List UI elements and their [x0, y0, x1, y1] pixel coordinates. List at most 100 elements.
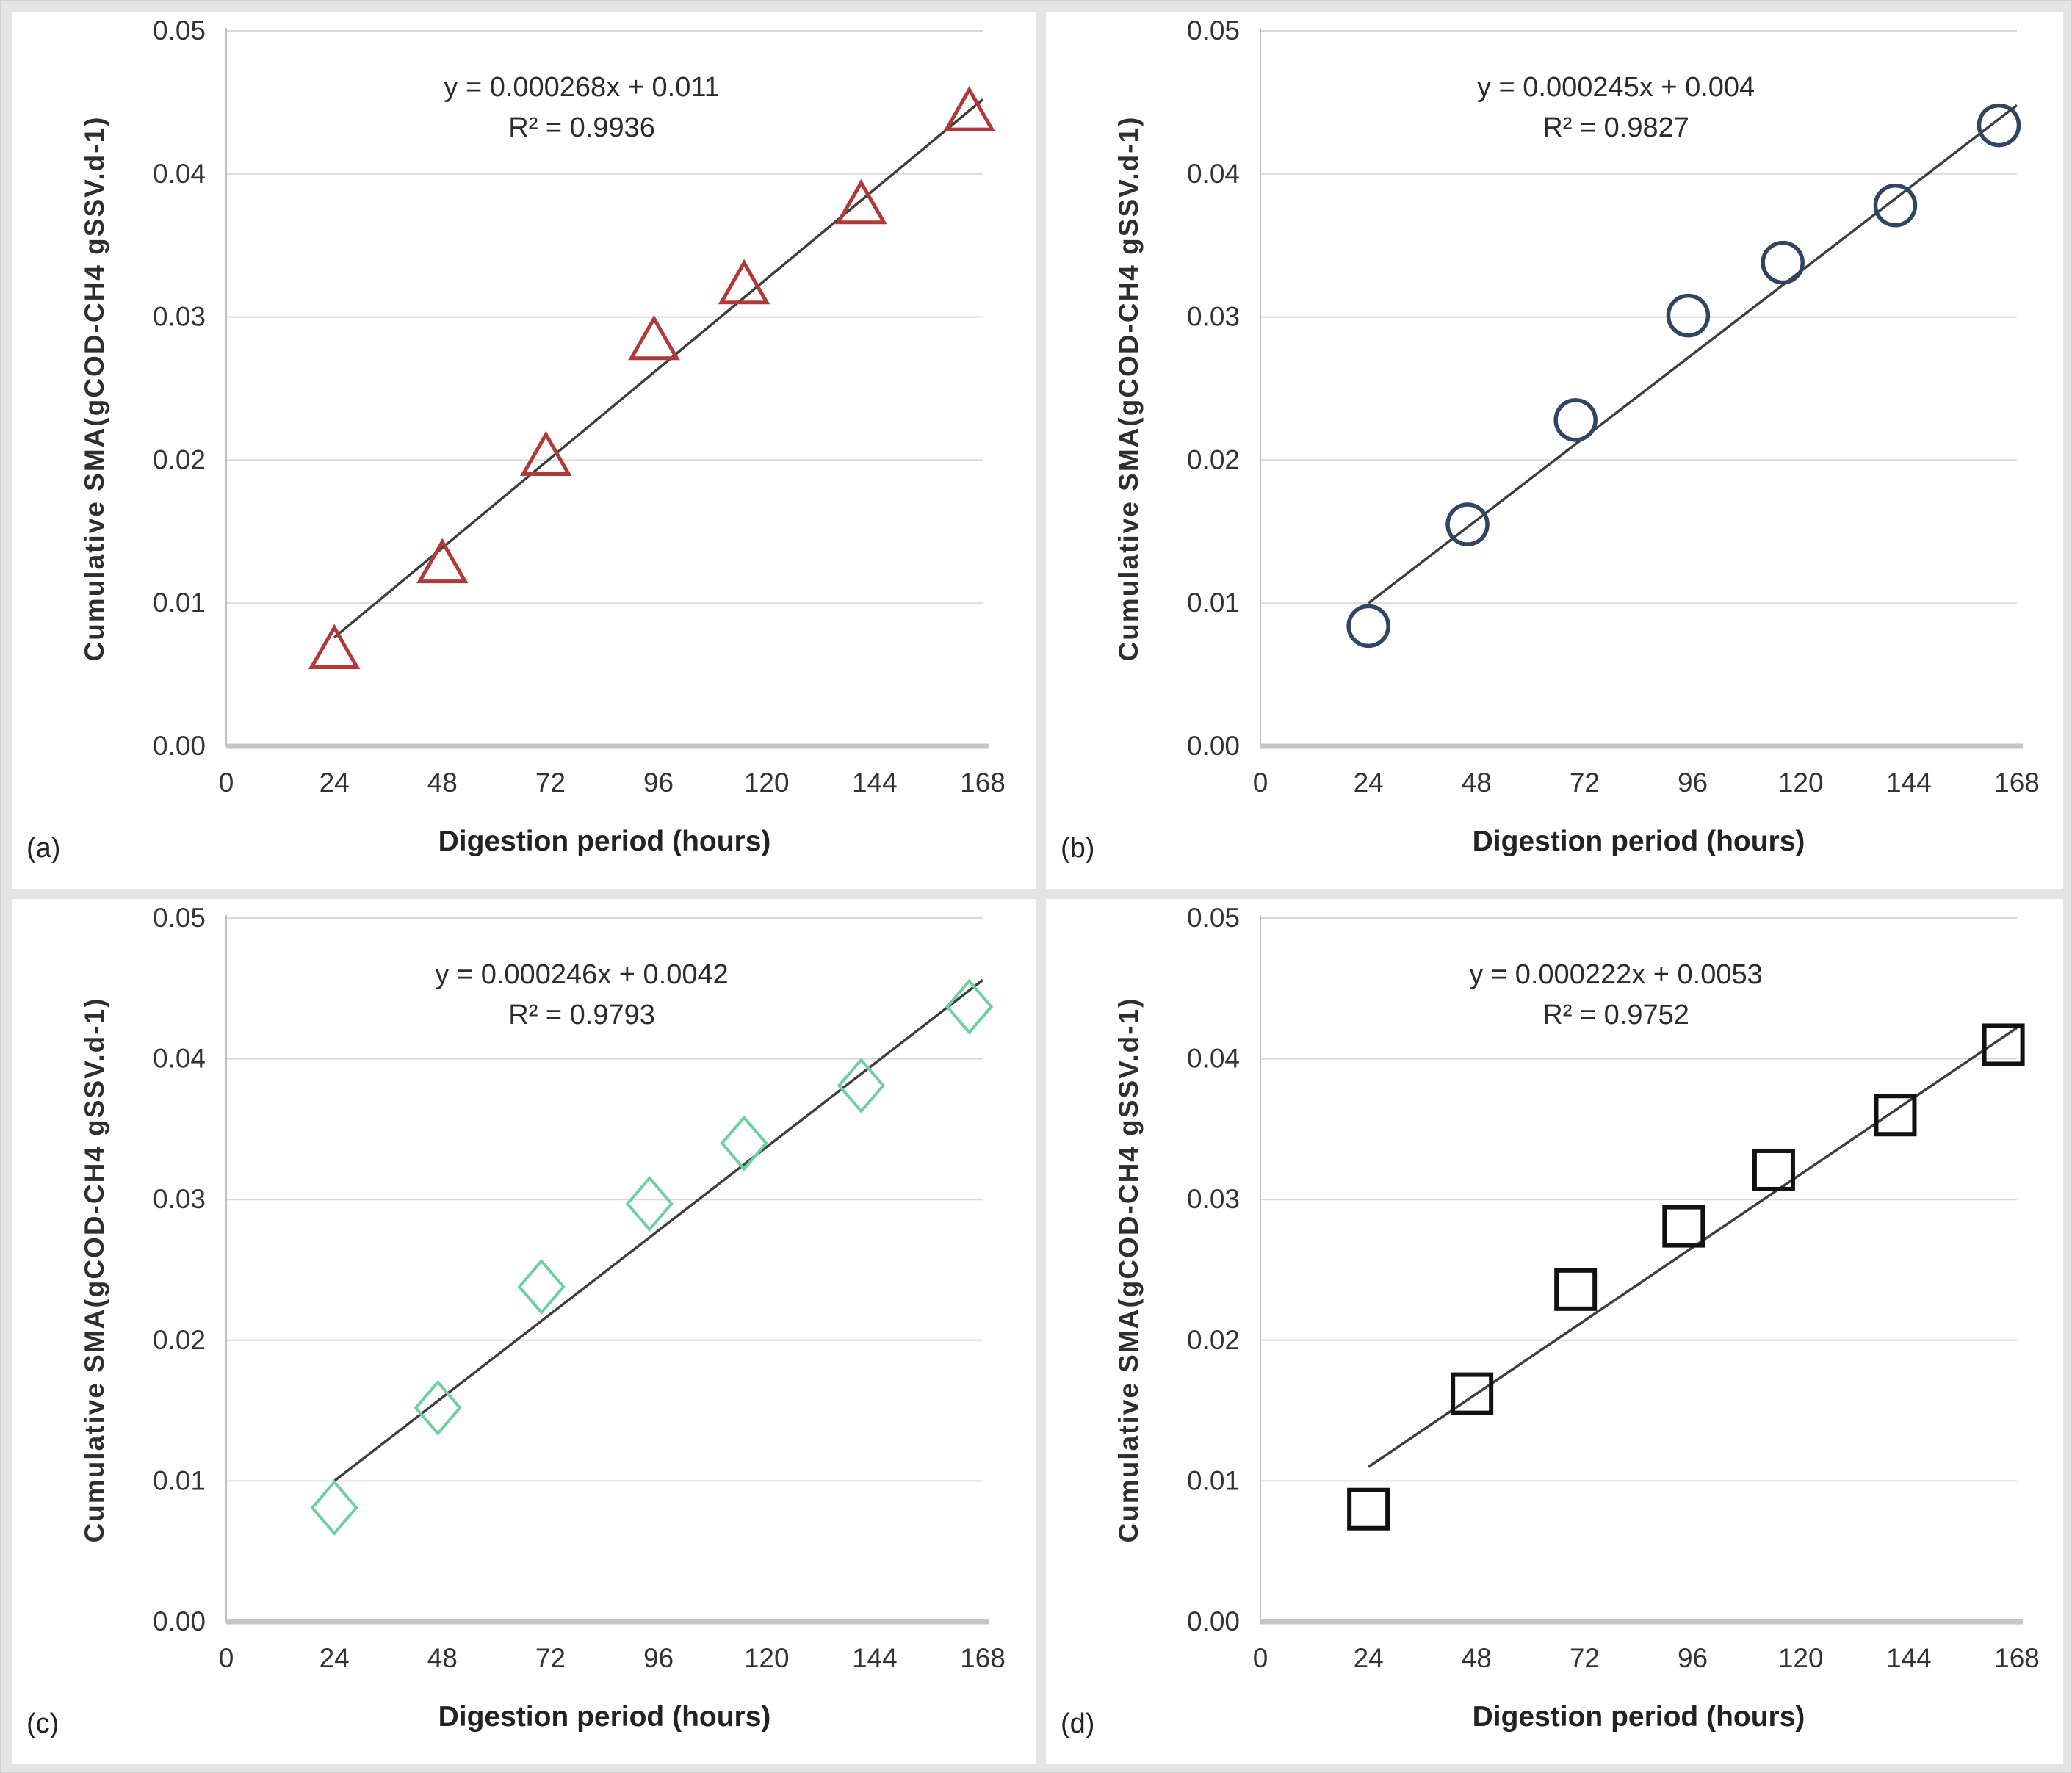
x-tick-label: 144 [1886, 768, 1932, 798]
x-tick-label: 120 [744, 1643, 790, 1673]
data-point [1666, 293, 1711, 338]
y-tick-label: 0.00 [153, 1606, 206, 1636]
panel-c-rsquared: R² = 0.9793 [508, 1000, 655, 1031]
y-tick-label: 0.04 [153, 159, 206, 189]
data-point [1982, 1023, 2025, 1066]
x-tick-label: 144 [1886, 1643, 1932, 1673]
data-point [1553, 398, 1598, 442]
data-point [837, 1057, 886, 1114]
x-tick-label: 24 [320, 1643, 350, 1673]
panel-d-rsquared: R² = 0.9752 [1542, 1000, 1689, 1031]
x-tick-label: 72 [535, 768, 566, 798]
panel-b-x-axis-label: Digestion period (hours) [1472, 826, 1805, 857]
data-point [943, 86, 995, 131]
y-tick-label: 0.01 [1187, 588, 1240, 618]
y-tick-label: 0.03 [153, 1184, 206, 1214]
x-tick-label: 168 [960, 768, 1006, 798]
panel-b-y-axis-label: Cumulative SMA(gCOD-CH4 gSSV.d-1) [1113, 115, 1144, 662]
data-point [1445, 502, 1490, 546]
y-tick-label: 0.02 [1187, 1325, 1240, 1355]
data-point [1662, 1205, 1705, 1248]
panel-c-equation-line: y = 0.000246x + 0.0042 [435, 959, 729, 990]
data-point [1554, 1268, 1598, 1311]
panel-d-letter: (d) [1061, 1708, 1095, 1739]
trendline [1368, 104, 2018, 604]
panel-c-equation: y = 0.000246x + 0.0042 R² = 0.9793 [303, 955, 861, 1036]
x-tick-label: 0 [1253, 768, 1268, 798]
x-tick-label: 120 [1778, 1643, 1824, 1673]
panel-b-letter: (b) [1061, 833, 1095, 864]
x-tick-label: 72 [1570, 768, 1600, 798]
y-tick-label: 0.00 [1187, 1606, 1240, 1636]
panel-a-x-axis-label: Digestion period (hours) [438, 826, 771, 857]
x-tick-label: 96 [643, 768, 674, 798]
x-tick-label: 72 [1570, 1643, 1600, 1673]
x-tick-label: 168 [960, 1643, 1006, 1673]
y-tick-label: 0.00 [1187, 731, 1240, 761]
x-tick-label: 24 [320, 768, 350, 798]
data-point [416, 538, 469, 584]
panel-a-chart: 0.00 0.01 0.02 0.03 0.04 0.05 0 24 48 72 96 120 144 1… [153, 15, 1006, 798]
y-tick-label: 0.01 [153, 588, 206, 618]
panel-a-letter: (a) [26, 833, 61, 864]
panel-c: 0.00 0.01 0.02 0.03 0.04 0.05 0 24 48 72 96 120 144 1… [12, 899, 1036, 1764]
y-tick-label: 0.03 [153, 302, 206, 332]
x-tick-label: 48 [427, 1643, 458, 1673]
panel-c-x-axis-label: Digestion period (hours) [438, 1701, 771, 1733]
trendline [333, 978, 984, 1482]
data-point [1752, 1148, 1795, 1191]
panel-d-equation-line: y = 0.000222x + 0.0053 [1469, 959, 1763, 990]
panel-a-equation: y = 0.000268x + 0.011 R² = 0.9936 [303, 68, 861, 148]
x-tick-label: 96 [643, 1643, 674, 1673]
y-tick-label: 0.04 [1187, 159, 1240, 189]
panel-b-equation: y = 0.000245x + 0.004 R² = 0.9827 [1337, 68, 1895, 148]
y-tick-label: 0.02 [153, 1325, 206, 1355]
y-tick-label: 0.02 [153, 444, 206, 474]
y-tick-label: 0.01 [153, 1465, 206, 1495]
panel-d-chart: 0.00 0.01 0.02 0.03 0.04 0.05 0 24 48 72 96 120 144 1… [1187, 903, 2040, 1673]
y-tick-label: 0.04 [1187, 1044, 1240, 1074]
data-point [945, 978, 994, 1035]
y-tick-label: 0.05 [153, 15, 206, 46]
x-tick-label: 24 [1354, 768, 1384, 798]
x-tick-label: 144 [852, 768, 898, 798]
panel-c-y-axis-label: Cumulative SMA(gCOD-CH4 gSSV.d-1) [79, 997, 109, 1543]
y-tick-label: 0.01 [1187, 1465, 1240, 1495]
data-point [1451, 1372, 1494, 1415]
x-tick-label: 120 [1778, 768, 1824, 798]
data-point [519, 430, 572, 477]
data-point [1874, 1094, 1917, 1137]
x-tick-label: 48 [1462, 1643, 1492, 1673]
panel-c-letter: (c) [26, 1708, 59, 1739]
x-tick-label: 168 [1994, 768, 2040, 798]
data-point [1347, 1487, 1390, 1531]
panel-b-equation-line: y = 0.000245x + 0.004 [1476, 72, 1755, 103]
y-tick-label: 0.04 [153, 1044, 206, 1074]
panel-d-y-axis-label: Cumulative SMA(gCOD-CH4 gSSV.d-1) [1113, 997, 1144, 1543]
y-tick-label: 0.05 [1187, 15, 1240, 46]
x-tick-label: 72 [535, 1643, 566, 1673]
x-tick-label: 0 [1253, 1643, 1268, 1673]
data-point [308, 624, 361, 670]
data-point [1977, 103, 2021, 148]
data-point [835, 178, 887, 225]
data-point [1873, 183, 1918, 228]
panel-a: 0.00 0.01 0.02 0.03 0.04 0.05 0 24 48 72 96 120 144 1… [12, 12, 1036, 889]
x-tick-label: 0 [219, 1643, 234, 1673]
y-tick-label: 0.03 [1187, 302, 1240, 332]
x-tick-label: 24 [1354, 1643, 1384, 1673]
data-point [625, 1175, 674, 1232]
panel-b-chart: 0.00 0.01 0.02 0.03 0.04 0.05 0 24 48 72 96 120 144 1… [1187, 15, 2040, 798]
data-point [720, 1115, 768, 1171]
data-point [517, 1258, 566, 1315]
panel-b: 0.00 0.01 0.02 0.03 0.04 0.05 0 24 48 72 96 120 144 1… [1046, 12, 2063, 889]
x-tick-label: 120 [744, 768, 790, 798]
data-point [1346, 604, 1390, 649]
x-tick-label: 168 [1994, 1643, 2040, 1673]
panel-a-y-axis-label: Cumulative SMA(gCOD-CH4 gSSV.d-1) [79, 115, 109, 662]
data-point [414, 1379, 462, 1436]
panel-a-equation-line: y = 0.000268x + 0.011 [444, 72, 720, 103]
data-point [310, 1479, 358, 1536]
y-tick-label: 0.02 [1187, 444, 1240, 474]
data-point [1761, 240, 1805, 285]
